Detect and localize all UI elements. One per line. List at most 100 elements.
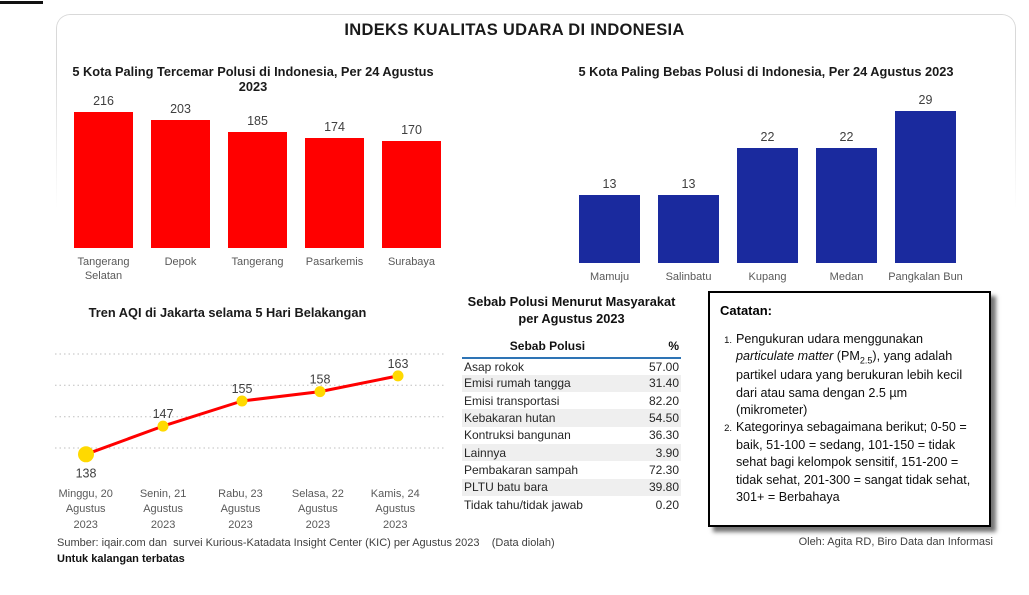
bar-slot: 22 Medan — [807, 111, 886, 283]
percent-cell: 31.40 — [648, 376, 679, 391]
percent-cell: 57.00 — [648, 359, 679, 374]
table-title-line1: Sebab Polusi Menurut Masyarakat — [467, 294, 676, 309]
bar: 216 — [74, 94, 133, 248]
data-point-label: 163 — [388, 357, 409, 371]
table-row: Lainnya 3.90 — [462, 444, 681, 462]
table-title-line2: per Agustus 2023 — [518, 311, 625, 327]
data-point-marker — [157, 420, 169, 432]
bar-value-label: 170 — [401, 122, 422, 137]
table-row: Kebakaran hutan 54.50 — [462, 409, 681, 427]
bar-value-label: 13 — [602, 176, 617, 191]
bar: 22 — [816, 130, 877, 263]
bar-slot: 216 Tangerang Selatan — [65, 94, 142, 282]
line-x-label: Rabu, 23 Agustus 2023 — [218, 488, 263, 531]
data-point-label: 155 — [232, 382, 253, 396]
line-x-label: Minggu, 20 Agustus 2023 — [58, 488, 113, 531]
bar: 13 — [658, 177, 719, 263]
bar: 203 — [151, 102, 210, 248]
bar: 185 — [228, 114, 287, 248]
jakarta-trend-line-chart: 138 147 155 158 163 — [55, 353, 445, 480]
data-point-label: 158 — [310, 373, 331, 387]
table-row: Emisi rumah tangga 31.40 — [462, 374, 681, 393]
bar-value-label: 13 — [681, 176, 696, 191]
note-text: Pengukuran udara menggunakan particulate… — [736, 332, 963, 418]
data-point-label: 147 — [153, 407, 174, 421]
bar: 22 — [737, 130, 798, 263]
bar-value-label: 216 — [93, 94, 114, 108]
bar-category-label: Pangkalan Bun — [888, 271, 963, 283]
table-header-row: Sebab Polusi % — [462, 336, 681, 359]
cause-cell: Pembakaran sampah — [464, 462, 579, 477]
confidentiality-note: Untuk kalangan terbatas — [57, 553, 185, 565]
bar-value-label: 174 — [324, 120, 345, 135]
bar-category-label: Salinbatu — [665, 271, 712, 283]
percent-cell: 0.20 — [655, 497, 679, 512]
note-number: 2. — [724, 423, 732, 435]
bar-slot: 13 Salinbatu — [649, 111, 728, 283]
table-row: PLTU batu bara 39.80 — [462, 478, 681, 496]
polluted-cities-bar-chart: 216 Tangerang Selatan 203 Depok 185 Tangerang… — [65, 94, 450, 282]
percent-cell: 72.30 — [648, 462, 679, 477]
cause-cell: Tidak tahu/tidak jawab — [464, 497, 583, 512]
bar-category-label: Medan — [829, 271, 864, 283]
note-number: 1. — [724, 335, 732, 346]
bar-slot: 185 Tangerang — [219, 112, 296, 268]
cause-cell: Kebakaran hutan — [464, 411, 556, 426]
bar-value-label: 22 — [839, 129, 854, 144]
page-title: INDEKS KUALITAS UDARA DI INDONESIA — [344, 21, 685, 39]
bar-value-label: 29 — [918, 93, 933, 107]
bar: 13 — [579, 177, 640, 263]
corner-tick-line — [0, 1, 43, 4]
bar-category-label: Mamuju — [589, 271, 630, 283]
table-row: Emisi transportasi 82.20 — [462, 392, 681, 409]
data-point-marker — [78, 446, 94, 463]
data-point-marker — [392, 370, 404, 382]
author-credit: Oleh: Agita RD, Biro Data dan Informasi — [798, 536, 993, 548]
table-row: Tidak tahu/tidak jawab 0.20 — [462, 496, 681, 513]
note-item-2: 2. Kategorinya sebagaimana berikut; 0-50… — [720, 419, 977, 506]
pollution-causes-table-block: Sebab Polusi Menurut Masyarakat per Agus… — [462, 293, 681, 513]
line-x-label: Selasa, 22 Agustus 2023 — [291, 488, 344, 531]
line-x-label: Senin, 21 Agustus 2023 — [139, 488, 187, 531]
table-title: Sebab Polusi Menurut Masyarakat per Agus… — [462, 293, 681, 328]
cause-cell: Lainnya — [464, 445, 507, 460]
clean-chart-title: 5 Kota Paling Bebas Polusi di Indonesia,… — [578, 64, 954, 79]
note-text: Kategorinya sebagaimana berikut; 0-50 = … — [736, 420, 971, 504]
bar-value-label: 22 — [760, 129, 775, 144]
trend-chart-title: Tren AQI di Jakarta selama 5 Hari Belaka… — [88, 305, 367, 320]
bar-category-label: Depok — [164, 256, 197, 268]
data-point-label: 138 — [76, 466, 97, 480]
data-point-marker — [236, 395, 248, 407]
table-body: Asap rokok 57.00 Emisi rumah tangga 31.40 Em… — [462, 358, 681, 514]
trend-x-axis-labels: Minggu, 20 Agustus 2023 Senin, 21 Agustus 202… — [47, 487, 434, 533]
bar-slot: 203 Depok — [142, 102, 219, 268]
cause-cell: Kontruksi bangunan — [464, 428, 571, 443]
bar-value-label: 203 — [170, 102, 191, 117]
cause-cell: Emisi transportasi — [464, 393, 560, 408]
bar-category-label: Surabaya — [387, 256, 436, 268]
table-row: Asap rokok 57.00 — [462, 358, 681, 375]
data-point-marker — [314, 386, 326, 398]
bar: 170 — [382, 123, 441, 248]
line-x-label: Kamis, 24 Agustus 2023 — [370, 488, 420, 531]
bar-category-label: Tangerang Selatan — [77, 256, 130, 283]
cause-cell: PLTU batu bara — [464, 480, 548, 495]
bar-slot: 174 Pasarkemis — [296, 112, 373, 268]
bar: 174 — [305, 120, 364, 248]
bar-slot: 13 Mamuju — [570, 111, 649, 283]
percent-cell: 36.30 — [648, 428, 679, 443]
bar-category-label: Kupang — [748, 271, 787, 283]
cause-cell: Asap rokok — [464, 359, 525, 374]
bar-category-label: Pasarkemis — [305, 256, 364, 268]
table-row: Pembakaran sampah 72.30 — [462, 461, 681, 478]
column-header-cause: Sebab Polusi — [462, 336, 633, 359]
clean-cities-bar-chart: 13 Mamuju 13 Salinbatu 22 Kupang 22 Medan 29 Pang… — [570, 93, 965, 283]
bar-slot: 170 Surabaya — [373, 112, 450, 268]
percent-cell: 54.50 — [648, 411, 679, 426]
bar-value-label: 185 — [247, 113, 268, 128]
table-row: Kontruksi bangunan 36.30 — [462, 427, 681, 444]
bar-slot: 22 Kupang — [728, 111, 807, 283]
notes-box: Catatan: 1. Pengukuran udara menggunakan… — [708, 291, 991, 527]
polluted-chart-title: 5 Kota Paling Tercemar Polusi di Indones… — [72, 64, 434, 94]
